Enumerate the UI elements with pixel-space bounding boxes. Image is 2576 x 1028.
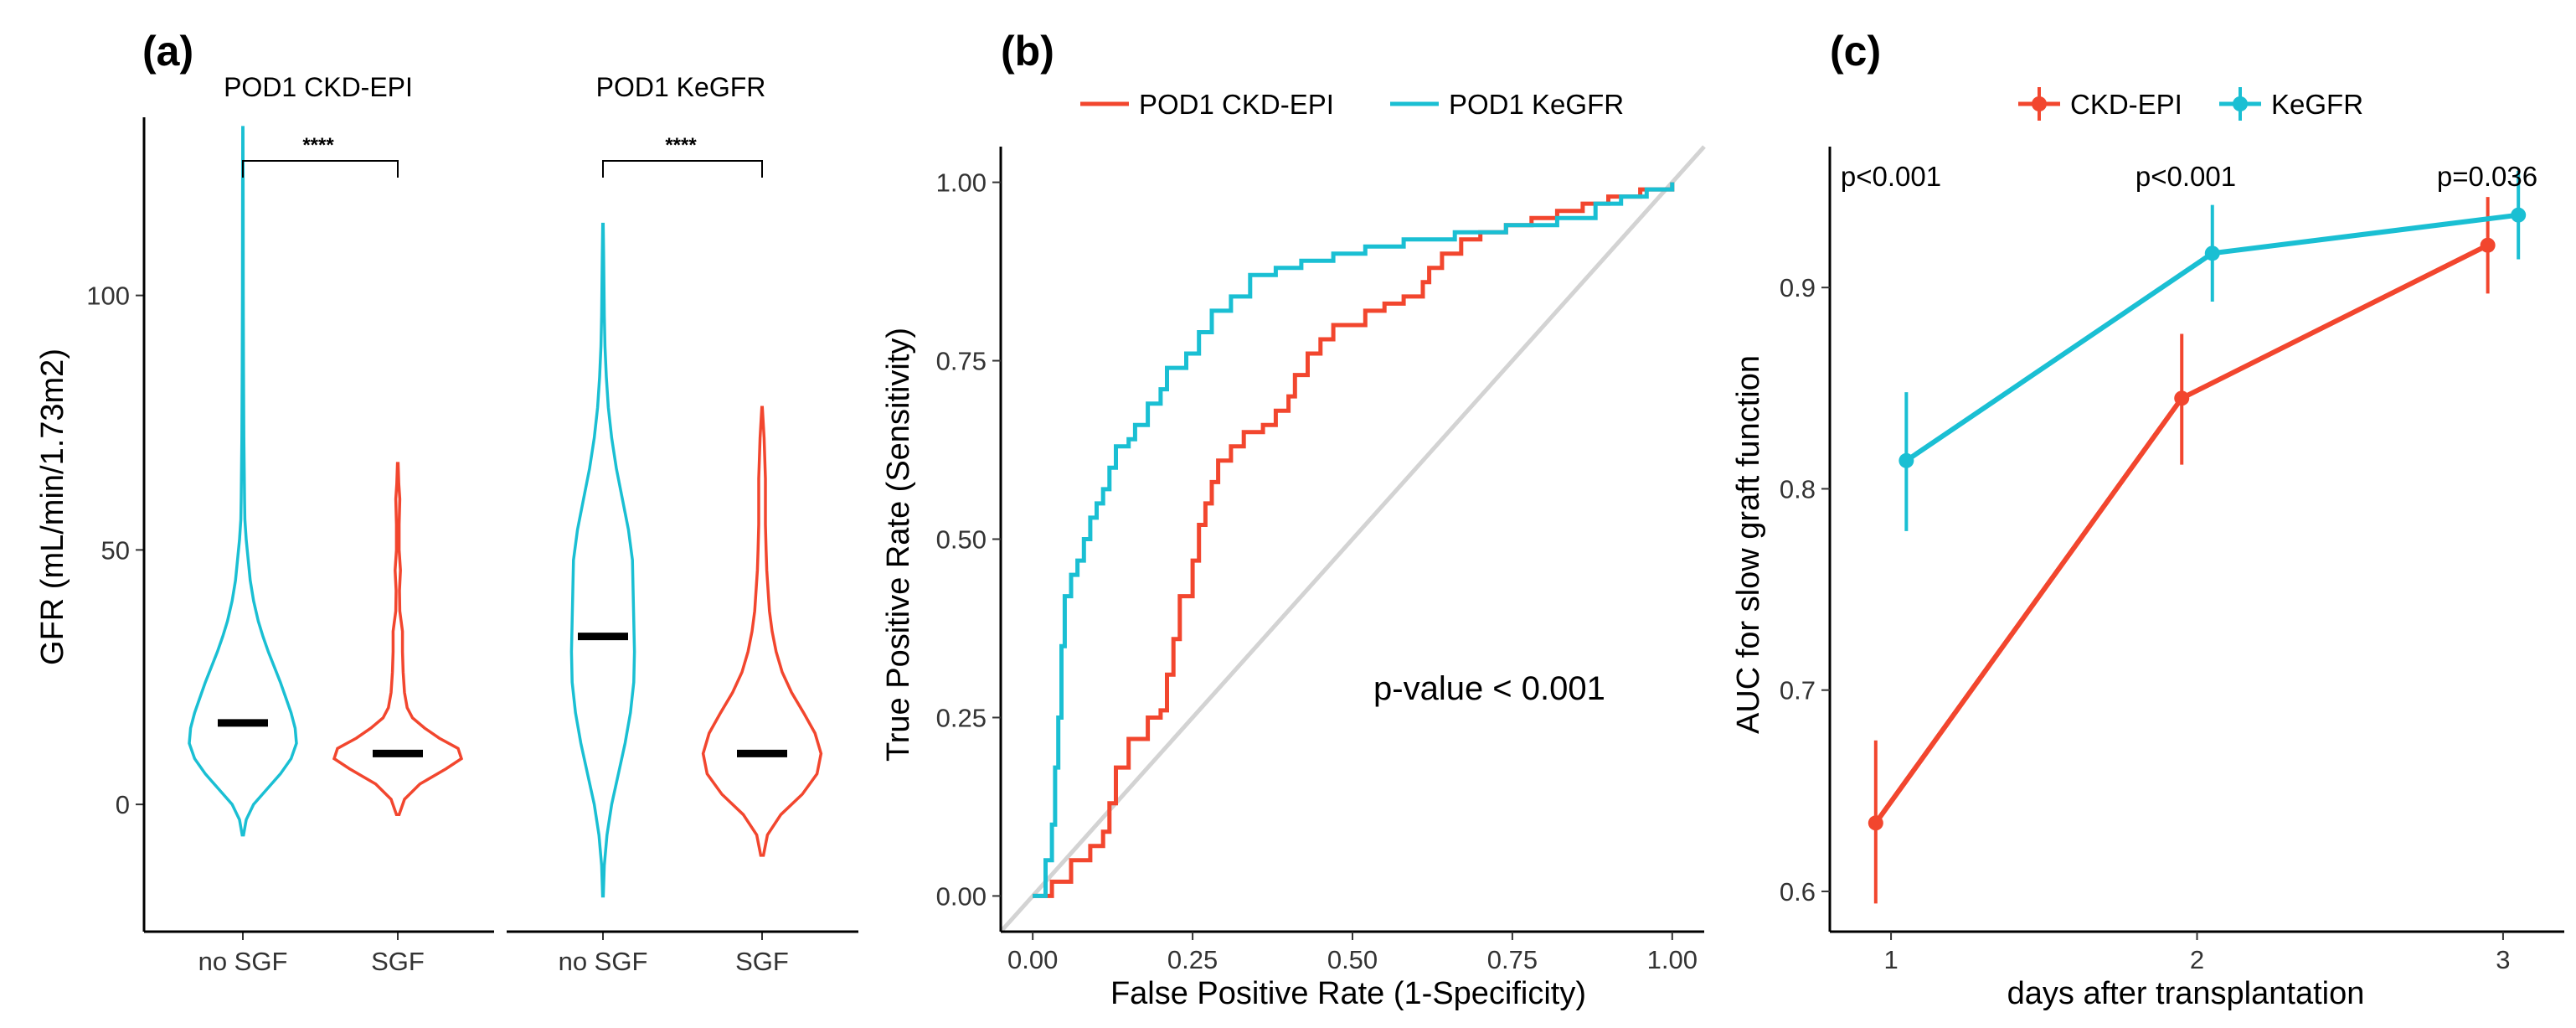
x-tick-label-facet2-0: no SGF <box>559 947 648 976</box>
point-kegfr-day2 <box>2204 245 2220 261</box>
legend-swatch-point-kegfr <box>2233 96 2248 111</box>
panel-b-x-tick-label-1: 0.25 <box>1167 945 1218 974</box>
panel-b-x-tick-label-0: 0.00 <box>1007 945 1058 974</box>
panel-b-y-tick-label-2: 0.50 <box>936 525 987 555</box>
panel-c-y-tick-label-3: 0.9 <box>1780 273 1816 302</box>
x-tick-label-facet2-1: SGF <box>735 947 789 976</box>
p-value-label-day3: p=0.036 <box>2437 161 2537 192</box>
panel-a: (a) GFR (mL/min/1.73m2) POD1 CKD-EPI POD… <box>35 28 858 976</box>
panel-b-legend: POD1 CKD-EPI POD1 KeGFR <box>1080 89 1624 120</box>
panel-a-letter: (a) <box>142 28 193 75</box>
panel-c-x-tick-label-2: 3 <box>2496 945 2510 974</box>
panel-a-axes <box>142 117 858 933</box>
panel-b-y-tick-label-4: 1.00 <box>936 168 987 198</box>
violin-facet2-no-sgf <box>569 222 636 898</box>
panel-b-x-tick-label-3: 0.75 <box>1487 945 1538 974</box>
point-kegfr-day1 <box>1899 452 1914 468</box>
significance-bracket-facet2 <box>602 160 763 178</box>
x-tick-label-facet1-0: no SGF <box>198 947 288 976</box>
panel-b-x-tick-label-4: 1.00 <box>1647 945 1698 974</box>
significance-bracket-facet1 <box>242 160 399 178</box>
panel-b-y-tick-label-1: 0.25 <box>936 703 987 732</box>
panel-c-y-tick-label-2: 0.8 <box>1780 474 1816 504</box>
violin-facet2-sgf <box>701 406 823 857</box>
series-line-ckd-epi <box>1873 243 2489 825</box>
p-value-label-day2: p<0.001 <box>2136 161 2236 192</box>
legend-swatch-point-ckd-epi <box>2032 96 2047 111</box>
panel-c: (c) AUC for slow graft function days aft… <box>1731 28 2564 1011</box>
panel-c-x-tick-label-1: 2 <box>2190 945 2204 974</box>
panel-b-x-axis-title: False Positive Rate (1-Specificity) <box>1110 976 1586 1011</box>
legend-label-kegfr: KeGFR <box>2271 89 2363 120</box>
panel-a-y-ticks: 0 50 100 <box>86 282 144 819</box>
panel-c-y-tick-label-0: 0.6 <box>1780 877 1816 907</box>
panel-a-y-tick-label-0: 0 <box>116 790 130 819</box>
panel-c-x-tick-label-0: 1 <box>1883 945 1898 974</box>
panel-b-letter: (b) <box>1001 28 1054 75</box>
point-ckd-epi-day1 <box>1868 815 1883 831</box>
legend-label-pod1-ckd-epi: POD1 CKD-EPI <box>1139 89 1334 120</box>
panel-a-y-tick-label-1: 50 <box>101 535 130 565</box>
point-kegfr-day3 <box>2511 207 2527 223</box>
panel-b-annotation: p-value < 0.001 <box>1373 670 1605 707</box>
panel-b: (b) True Positive Rate (Sensitivity) Fal… <box>881 28 1706 1011</box>
panel-c-y-axis-title: AUC for slow graft function <box>1731 355 1766 734</box>
panel-a-facet-2-significance: **** <box>665 134 697 157</box>
panel-a-facet-1: no SGF SGF <box>188 126 464 976</box>
panel-c-plot: 0.6 0.7 0.8 0.9 1 2 3 p<0.001 p<0.001 p=0.036 <box>1780 147 2564 974</box>
panel-a-y-tick-label-2: 100 <box>86 282 130 311</box>
point-ckd-epi-day3 <box>2480 237 2496 253</box>
panel-b-y-axis-title: True Positive Rate (Sensitivity) <box>881 328 916 762</box>
point-ckd-epi-day2 <box>2174 390 2190 406</box>
panel-b-y-tick-label-0: 0.00 <box>936 881 987 911</box>
roc-diagonal-line <box>999 145 1706 933</box>
panel-b-x-tick-label-2: 0.50 <box>1327 945 1378 974</box>
x-tick-label-facet1-1: SGF <box>371 947 425 976</box>
panel-b-y-tick-label-3: 0.75 <box>936 347 987 376</box>
legend-label-pod1-kegfr: POD1 KeGFR <box>1449 89 1624 120</box>
panel-c-legend: CKD-EPI KeGFR <box>2018 87 2363 121</box>
p-value-label-day1: p<0.001 <box>1841 161 1941 192</box>
panel-c-y-tick-label-1: 0.7 <box>1780 676 1816 705</box>
panel-a-y-axis-title: GFR (mL/min/1.73m2) <box>35 349 70 665</box>
panel-c-letter: (c) <box>1830 28 1881 75</box>
panel-a-facet-2: no SGF SGF <box>559 160 823 976</box>
violin-facet1-no-sgf <box>188 126 298 837</box>
roc-curve-pod1-kegfr <box>1033 182 1675 898</box>
legend-label-ckd-epi: CKD-EPI <box>2070 89 2182 120</box>
panel-b-plot: 0.00 0.25 0.50 0.75 1.00 0.00 0.25 0.50 0.75 1.00 <box>936 145 1706 974</box>
panel-a-facet-1-title: POD1 CKD-EPI <box>224 72 413 102</box>
panel-a-facet-1-significance: **** <box>302 134 334 157</box>
violin-facet1-sgf <box>332 462 464 817</box>
panel-c-x-axis-title: days after transplantation <box>2007 976 2365 1011</box>
panel-a-facet-2-title: POD1 KeGFR <box>596 72 766 102</box>
